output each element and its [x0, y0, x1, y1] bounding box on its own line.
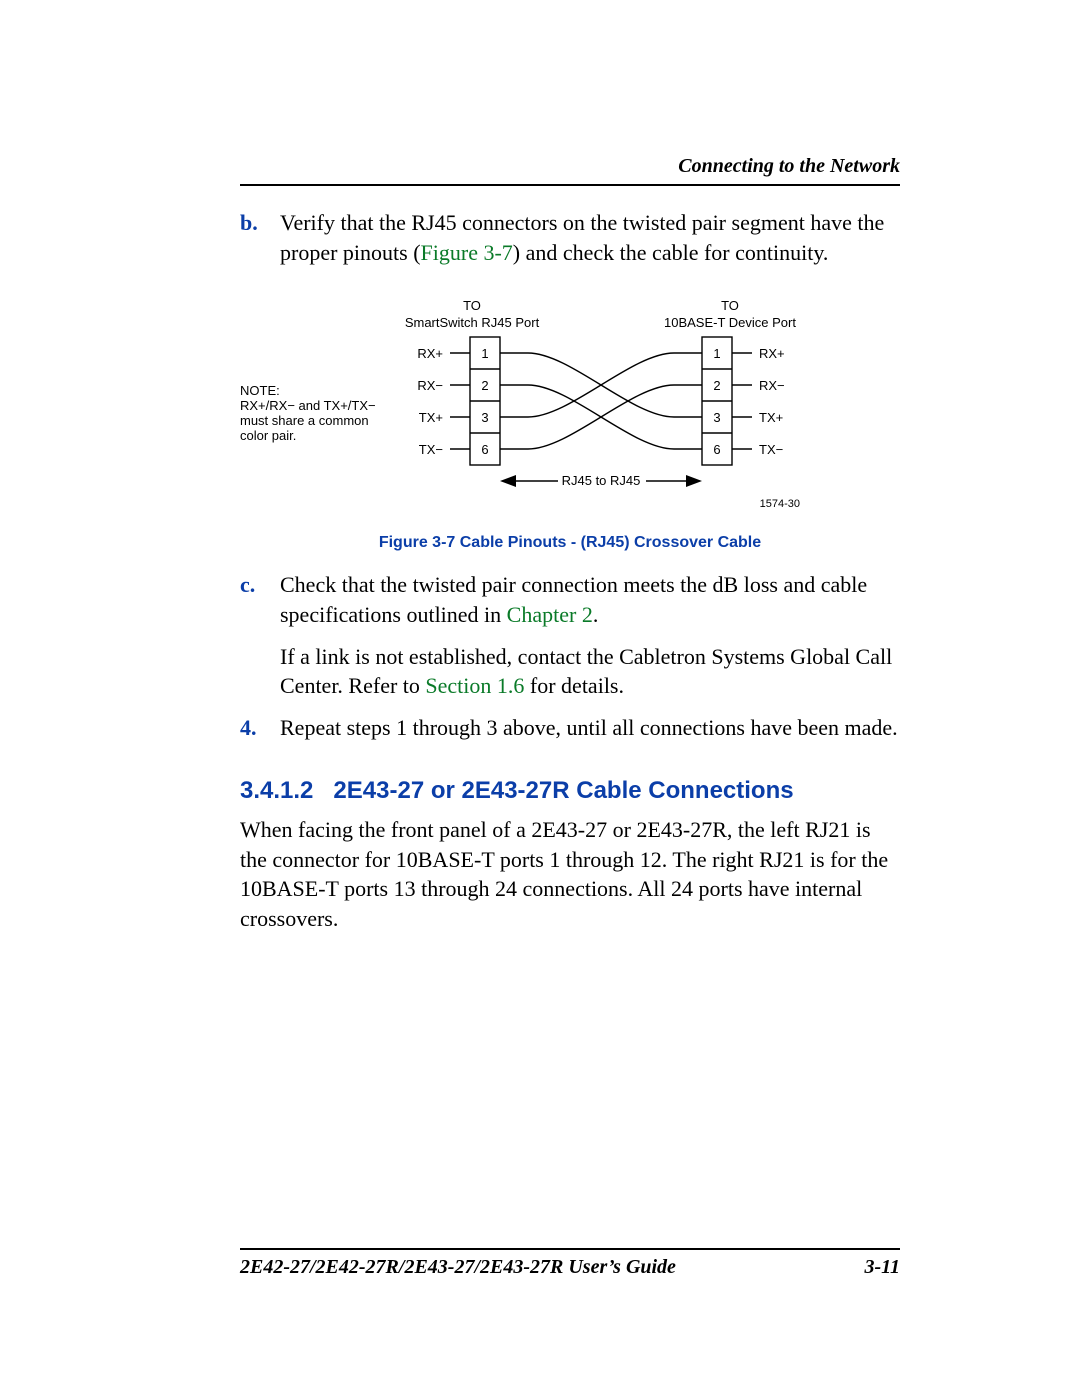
- note-line1: RX+/RX− and TX+/TX−: [240, 398, 376, 413]
- para-no-link: If a link is not established, contact th…: [280, 642, 900, 701]
- left-pin-1: 1: [481, 346, 488, 361]
- footer-rule: [240, 1248, 900, 1250]
- xref-figure-3-7[interactable]: Figure 3-7: [421, 240, 513, 265]
- right-pin-2: 2: [713, 378, 720, 393]
- header-rule: [240, 184, 900, 186]
- list-body-b: Verify that the RJ45 connectors on the t…: [280, 208, 900, 267]
- right-header-2: 10BASE-T Device Port: [664, 315, 796, 330]
- page-content: Connecting to the Network b. Verify that…: [240, 155, 900, 946]
- left-pin-2: 2: [481, 378, 488, 393]
- left-label-rxp: RX+: [417, 346, 443, 361]
- right-pin-6: 6: [713, 442, 720, 457]
- left-header-2: SmartSwitch RJ45 Port: [405, 315, 540, 330]
- right-pin-3: 3: [713, 410, 720, 425]
- section-number: 3.4.1.2: [240, 777, 313, 804]
- bottom-arrow-left: [500, 475, 558, 487]
- left-header-1: TO: [463, 298, 481, 313]
- crossover-wires: [500, 353, 702, 449]
- figure-number: 1574-30: [760, 498, 800, 510]
- left-label-rxm: RX−: [417, 378, 443, 393]
- item-b-post: ) and check the cable for continuity.: [513, 240, 829, 265]
- para-2: When facing the front panel of a 2E43-27…: [240, 815, 900, 934]
- left-stubs: [450, 353, 470, 449]
- right-header-1: TO: [721, 298, 739, 313]
- list-marker-c: c.: [240, 570, 280, 629]
- right-stubs: [732, 353, 752, 449]
- left-label-txp: TX+: [419, 410, 443, 425]
- list-marker-b: b.: [240, 208, 280, 267]
- note-title: NOTE:: [240, 383, 280, 398]
- section-title: 2E43-27 or 2E43-27R Cable Connections: [333, 777, 793, 804]
- section-heading: 3.4.1.2 2E43-27 or 2E43-27R Cable Connec…: [240, 777, 900, 805]
- right-label-rxp: RX+: [759, 346, 785, 361]
- page-footer: 2E42-27/2E42-27R/2E43-27/2E43-27R User’s…: [240, 1248, 900, 1279]
- pinout-diagram: NOTE: RX+/RX− and TX+/TX− must share a c…: [240, 295, 900, 515]
- bottom-label: RJ45 to RJ45: [562, 473, 641, 488]
- left-label-txm: TX−: [419, 442, 443, 457]
- footer-right: 3-11: [864, 1256, 900, 1279]
- xref-chapter-2[interactable]: Chapter 2: [507, 602, 593, 627]
- note-line2: must share a common: [240, 413, 369, 428]
- right-label-txp: TX+: [759, 410, 783, 425]
- figure-caption: Figure 3-7 Cable Pinouts - (RJ45) Crosso…: [240, 534, 900, 552]
- para1-post: for details.: [524, 673, 624, 698]
- running-head: Connecting to the Network: [240, 155, 900, 184]
- left-pin-3: 3: [481, 410, 488, 425]
- bottom-arrow-right: [646, 475, 702, 487]
- right-label-txm: TX−: [759, 442, 783, 457]
- left-pin-6: 6: [481, 442, 488, 457]
- footer-left: 2E42-27/2E42-27R/2E43-27/2E43-27R User’s…: [240, 1256, 676, 1279]
- list-item-c: c. Check that the twisted pair connectio…: [240, 570, 900, 629]
- list-body-c: Check that the twisted pair connection m…: [280, 570, 900, 629]
- right-label-rxm: RX−: [759, 378, 785, 393]
- right-pin-1: 1: [713, 346, 720, 361]
- xref-section-1-6[interactable]: Section 1.6: [425, 673, 524, 698]
- list-body-4: Repeat steps 1 through 3 above, until al…: [280, 713, 900, 743]
- note-line3: color pair.: [240, 428, 296, 443]
- item-c-post: .: [593, 602, 599, 627]
- list-marker-4: 4.: [240, 713, 280, 743]
- list-item-b: b. Verify that the RJ45 connectors on th…: [240, 208, 900, 267]
- list-item-4: 4. Repeat steps 1 through 3 above, until…: [240, 713, 900, 743]
- figure-3-7: NOTE: RX+/RX− and TX+/TX− must share a c…: [240, 295, 900, 552]
